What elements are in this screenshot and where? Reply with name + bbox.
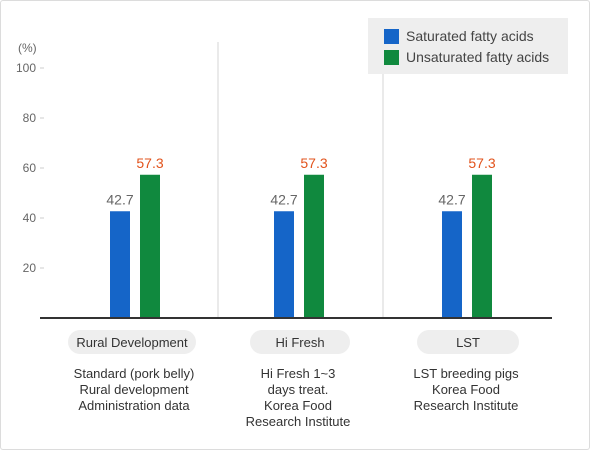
group-description-hi-fresh: Hi Fresh 1~3 days treat. Korea Food Rese… [218,366,378,430]
bar-saturated [110,211,130,318]
data-label: 42.7 [438,191,465,207]
category-label: LST [456,334,480,350]
data-label: 42.7 [270,191,297,207]
category-label: Rural Development [76,334,188,350]
data-label: 57.3 [136,155,163,171]
legend-item-saturated: Saturated fatty acids [384,27,534,45]
category-pill-rural-development: Rural Development [68,330,196,354]
y-tick-label: 40 [23,211,37,225]
y-axis-unit-label: (%) [18,41,37,55]
description-line: Administration data [78,398,190,413]
description-line: LST breeding pigs [413,366,519,381]
bar-unsaturated [304,174,324,318]
data-label: 57.3 [468,155,495,171]
legend-swatch [384,49,399,65]
description-line: days treat. [267,382,329,397]
description-line: Korea Food [264,398,332,413]
description-line: Hi Fresh 1~3 [260,366,336,381]
category-pill-hi-fresh: Hi Fresh [250,330,350,354]
description-line: Korea Food [432,382,500,397]
bar-saturated [274,211,294,318]
description-line: Standard (pork belly) [73,366,195,381]
description-line: Research Institute [245,414,351,429]
legend-label: Unsaturated fatty acids [406,49,550,65]
data-label: 42.7 [106,191,133,207]
legend-label: Saturated fatty acids [406,28,534,44]
description-line: Research Institute [413,398,519,413]
y-tick-label: 80 [23,111,37,125]
category-label: Hi Fresh [275,334,325,350]
category-pill-lst: LST [417,330,519,354]
y-tick-label: 100 [16,61,36,75]
bar-unsaturated [140,174,160,318]
group-description-rural-development: Standard (pork belly) Rural development … [54,366,214,414]
bar-unsaturated [472,174,492,318]
legend-swatch [384,28,399,44]
group-description-lst: LST breeding pigs Korea Food Research In… [386,366,546,414]
legend-item-unsaturated: Unsaturated fatty acids [384,48,549,66]
data-label: 57.3 [300,155,327,171]
chart-legend: Saturated fatty acids Unsaturated fatty … [368,18,568,74]
y-tick-label: 20 [23,261,37,275]
bar-saturated [442,211,462,318]
description-line: Rural development [79,382,189,397]
y-tick-label: 60 [23,161,37,175]
